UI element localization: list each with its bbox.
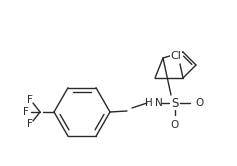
Text: F: F — [27, 95, 33, 105]
Text: F: F — [23, 107, 29, 117]
Text: O: O — [171, 120, 179, 130]
Text: O: O — [196, 98, 204, 108]
Text: N: N — [155, 98, 163, 108]
Text: F: F — [27, 119, 33, 129]
Text: S: S — [171, 96, 179, 110]
Text: H: H — [145, 98, 153, 108]
Text: Cl: Cl — [171, 51, 182, 61]
